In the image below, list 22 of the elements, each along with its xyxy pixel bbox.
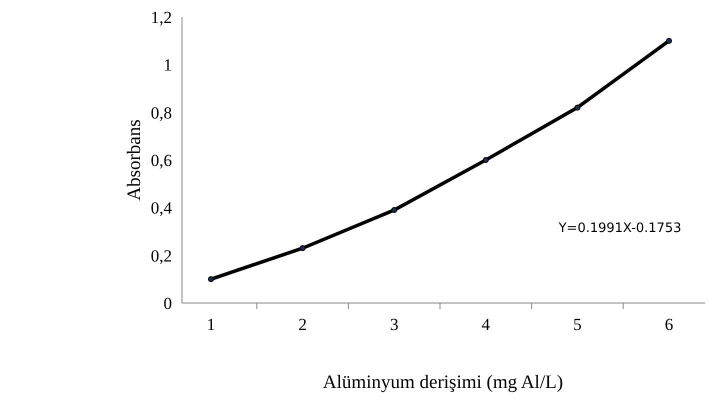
x-tick-label: 3 [390, 315, 398, 334]
y-tick-label: 0,8 [150, 103, 172, 122]
point [574, 104, 580, 111]
y-tick-label: 0,4 [150, 198, 172, 218]
point [208, 276, 214, 282]
x-tick-label: 5 [573, 315, 582, 334]
point [666, 38, 672, 44]
point [391, 207, 398, 214]
x-tick-label: 1 [206, 315, 216, 334]
x-axis-title: Alüminyum derişimi (mg Al/L) [322, 372, 564, 393]
y-tick-label: 1 [164, 56, 172, 75]
point [482, 157, 489, 163]
x-tick-label: 2 [298, 315, 307, 334]
y-tick-label: 0 [164, 294, 172, 313]
y-tick-label: 0,2 [150, 246, 172, 266]
y-axis-title: Absorbans [124, 119, 145, 201]
y-tick-label: 1,2 [150, 8, 172, 27]
x-tick-label: 6 [664, 315, 674, 334]
annotation: Y=0.1991X-0.1753 [558, 221, 682, 236]
x-tick-label: 4 [482, 315, 491, 334]
y-tick-label: 0,6 [150, 150, 172, 170]
point [300, 245, 306, 252]
